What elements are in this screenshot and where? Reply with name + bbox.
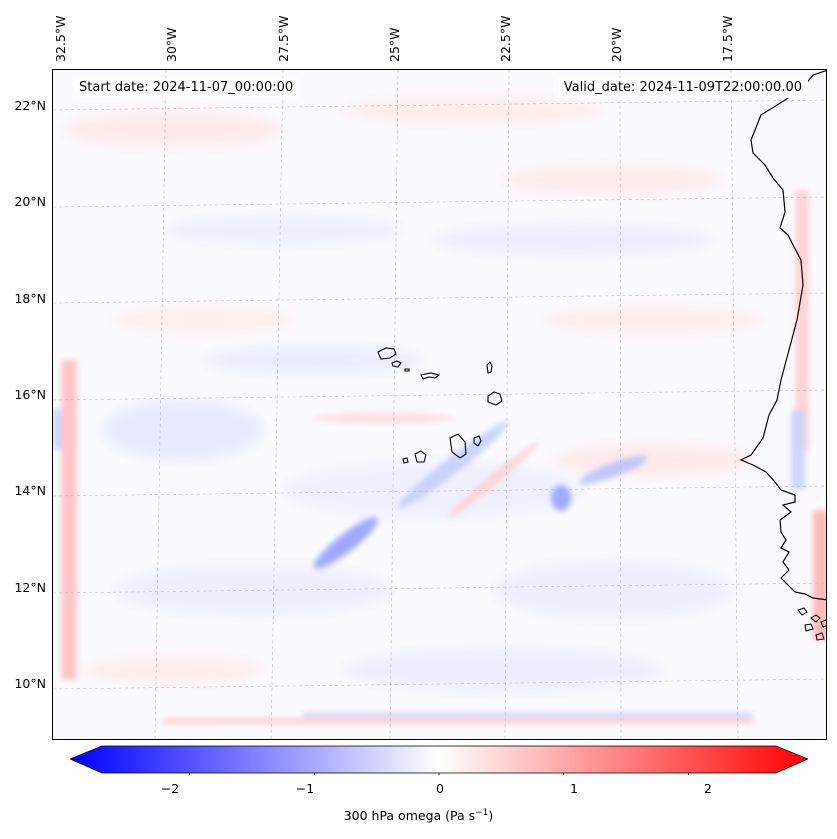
- island-sal: [486, 361, 493, 374]
- island-santa-luzia: [404, 368, 410, 372]
- omega-field-features: [53, 190, 826, 724]
- colorbar-label-close: ): [488, 808, 494, 824]
- valid-date-label: Valid_date: 2024-11-09T22:00:00.00: [557, 78, 808, 98]
- omega-map-panel: Start date: 2024-11-07_00:00:00 Valid_da…: [52, 69, 827, 740]
- cape-verde-islands: [377, 347, 503, 464]
- lon-label-20w: 20°W: [609, 27, 624, 62]
- gridline-lon-22-5: [504, 70, 510, 739]
- lon-label-27-5w: 27.5°W: [276, 15, 291, 62]
- colorbar: [70, 745, 808, 775]
- lat-label-22n: 22°N: [14, 98, 46, 113]
- west-africa-coastline: [739, 70, 826, 601]
- lat-label-14n: 14°N: [14, 483, 46, 498]
- lat-label-18n: 18°N: [14, 291, 46, 306]
- omega-field-shading: [63, 96, 763, 692]
- lon-label-25w: 25°W: [387, 27, 402, 62]
- gridline-lon-17-5: [730, 70, 739, 739]
- gridline-lat-18: [53, 292, 826, 304]
- colorbar-tick-marks: [188, 773, 690, 775]
- gridline-lat-16: [53, 389, 826, 401]
- colorbar-tick-0: 0: [436, 781, 444, 796]
- lat-label-16n: 16°N: [14, 387, 46, 402]
- gridline-lon-27-5: [270, 70, 284, 739]
- island-boa-vista: [487, 391, 503, 406]
- start-date-label: Start date: 2024-11-07_00:00:00: [73, 78, 300, 98]
- colorbar-tick-1: 1: [570, 781, 578, 796]
- lat-label-10n: 10°N: [14, 676, 46, 691]
- island-sao-vicente: [391, 360, 402, 368]
- lon-label-22-5w: 22.5°W: [498, 15, 513, 62]
- lat-label-12n: 12°N: [14, 580, 46, 595]
- gridline-lon-25: [389, 70, 399, 739]
- colorbar-tick-2: 2: [704, 781, 712, 796]
- gridline-lon-30: [154, 70, 167, 739]
- lon-label-17-5w: 17.5°W: [720, 15, 735, 62]
- island-fogo: [414, 450, 427, 463]
- colorbar-tick-minus1: −1: [295, 781, 315, 796]
- island-brava: [402, 457, 409, 464]
- island-sao-nicolau: [420, 372, 441, 380]
- colorbar-tick-minus2: −2: [160, 781, 180, 796]
- island-santo-antao: [377, 347, 397, 360]
- gridline-lat-20: [53, 196, 826, 208]
- lat-label-20n: 20°N: [14, 194, 46, 209]
- colorbar-label-exponent: −1: [475, 808, 489, 818]
- bijagos-islands: [797, 607, 826, 641]
- island-maio: [473, 435, 482, 447]
- gridline-lon-20: [619, 70, 622, 739]
- colorbar-label-text: 300 hPa omega (Pa s: [343, 808, 476, 824]
- lon-label-32-5w: 32.5°W: [53, 15, 68, 62]
- colorbar-bar: [70, 745, 808, 774]
- island-santiago: [449, 433, 467, 459]
- omega-field-map: [53, 70, 826, 739]
- lon-label-30w: 30°W: [164, 27, 179, 62]
- colorbar-label: 300 hPa omega (Pa s−1): [0, 808, 837, 823]
- graticule: [53, 70, 826, 739]
